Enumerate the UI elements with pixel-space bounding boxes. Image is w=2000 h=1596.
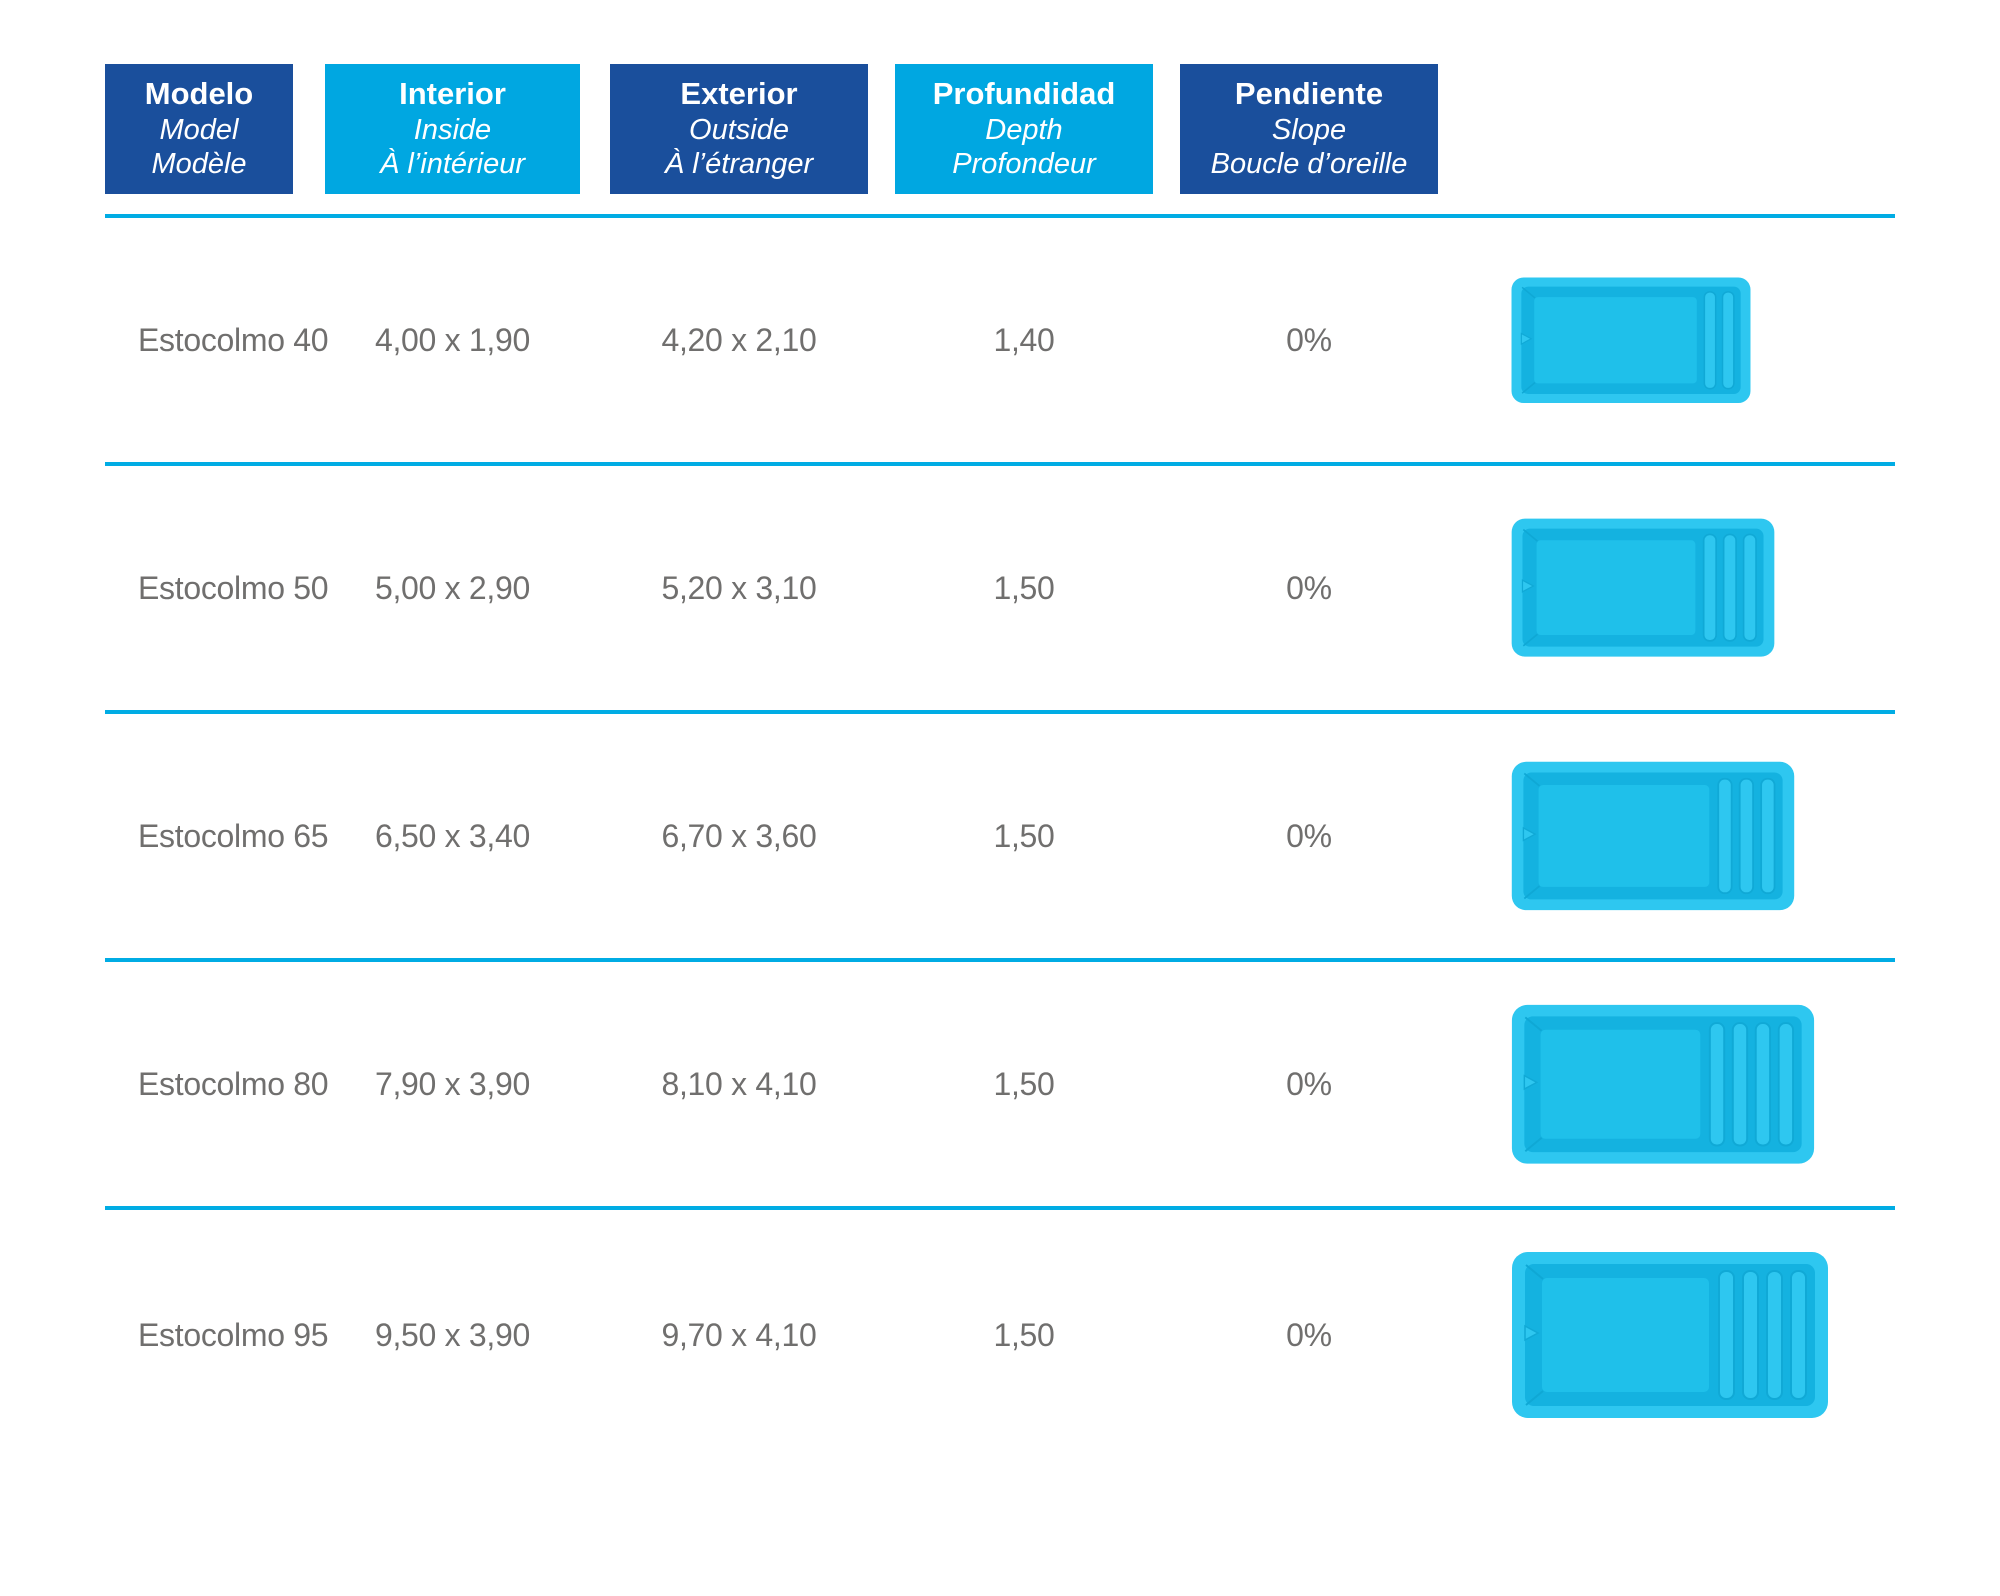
interior-dimensions: 7,90 x 3,90: [374, 1065, 531, 1102]
table-body: Estocolmo 40 4,00 x 1,90 4,20 x 2,10 1,4…: [105, 214, 1895, 1460]
table-row-estocolmo-40: Estocolmo 40 4,00 x 1,90 4,20 x 2,10 1,4…: [105, 214, 1895, 462]
pool-top-view-illustration: [1438, 517, 1895, 658]
header-interior-es: Interior: [399, 76, 506, 112]
model-name: Estocolmo 50: [138, 569, 329, 606]
interior-dimensions: 5,00 x 2,90: [374, 569, 531, 606]
pool-top-view-illustration: [1438, 1003, 1895, 1166]
header-slope-es: Pendiente: [1234, 76, 1384, 112]
header-depth-fr: Profondeur: [952, 148, 1096, 181]
exterior-dimensions: 6,70 x 3,60: [661, 817, 817, 854]
header-exterior-fr: À l’étranger: [664, 148, 814, 181]
header-model-es: Modelo: [144, 76, 254, 112]
slope-value: 0%: [1286, 569, 1332, 606]
exterior-dimensions: 9,70 x 4,10: [661, 1316, 817, 1353]
interior-dimensions: 9,50 x 3,90: [374, 1316, 531, 1353]
exterior-dimensions: 4,20 x 2,10: [661, 321, 817, 358]
header-interior-fr: À l’intérieur: [379, 148, 526, 181]
pool-top-view-illustration: [1438, 1250, 1895, 1420]
interior-dimensions: 6,50 x 3,40: [374, 817, 531, 854]
exterior-dimensions: 5,20 x 3,10: [661, 569, 817, 606]
pool-top-view-illustration: [1438, 276, 1895, 405]
depth-value: 1,40: [993, 321, 1055, 358]
header-exterior-en: Outside: [689, 114, 789, 147]
exterior-dimensions: 8,10 x 4,10: [661, 1065, 817, 1102]
depth-value: 1,50: [993, 569, 1055, 606]
model-name: Estocolmo 40: [138, 321, 329, 358]
spec-sheet: Modelo Model Modèle Interior Inside À l’…: [0, 64, 2000, 1596]
pool-spec-table: Modelo Model Modèle Interior Inside À l’…: [105, 64, 1895, 1460]
column-header-exterior: Exterior Outside À l’étranger: [610, 64, 868, 194]
interior-dimensions: 4,00 x 1,90: [374, 321, 531, 358]
table-row-estocolmo-50: Estocolmo 50 5,00 x 2,90 5,20 x 3,10 1,5…: [105, 462, 1895, 710]
header-interior-en: Inside: [413, 114, 492, 147]
slope-value: 0%: [1286, 321, 1332, 358]
slope-value: 0%: [1286, 1065, 1332, 1102]
header-exterior-es: Exterior: [680, 76, 798, 112]
table-row-estocolmo-95: Estocolmo 95 9,50 x 3,90 9,70 x 4,10 1,5…: [105, 1206, 1895, 1460]
table-row-estocolmo-65: Estocolmo 65 6,50 x 3,40 6,70 x 3,60 1,5…: [105, 710, 1895, 958]
table-header-row: Modelo Model Modèle Interior Inside À l’…: [105, 64, 1895, 194]
model-name: Estocolmo 80: [138, 1065, 329, 1102]
column-header-slope: Pendiente Slope Boucle d’oreille: [1180, 64, 1438, 194]
header-slope-fr: Boucle d’oreille: [1210, 148, 1408, 181]
table-row-estocolmo-80: Estocolmo 80 7,90 x 3,90 8,10 x 4,10 1,5…: [105, 958, 1895, 1206]
header-depth-es: Profundidad: [932, 76, 1116, 112]
column-header-model: Modelo Model Modèle: [105, 64, 293, 194]
column-header-interior: Interior Inside À l’intérieur: [325, 64, 580, 194]
column-header-depth: Profundidad Depth Profondeur: [895, 64, 1153, 194]
header-slope-en: Slope: [1271, 114, 1347, 147]
model-name: Estocolmo 65: [138, 817, 329, 854]
header-model-en: Model: [159, 114, 239, 147]
depth-value: 1,50: [993, 817, 1055, 854]
slope-value: 0%: [1286, 817, 1332, 854]
model-name: Estocolmo 95: [138, 1316, 329, 1353]
depth-value: 1,50: [993, 1316, 1055, 1353]
pool-top-view-illustration: [1438, 760, 1895, 912]
depth-value: 1,50: [993, 1065, 1055, 1102]
header-depth-en: Depth: [985, 114, 1063, 147]
header-model-fr: Modèle: [151, 148, 247, 181]
slope-value: 0%: [1286, 1316, 1332, 1353]
